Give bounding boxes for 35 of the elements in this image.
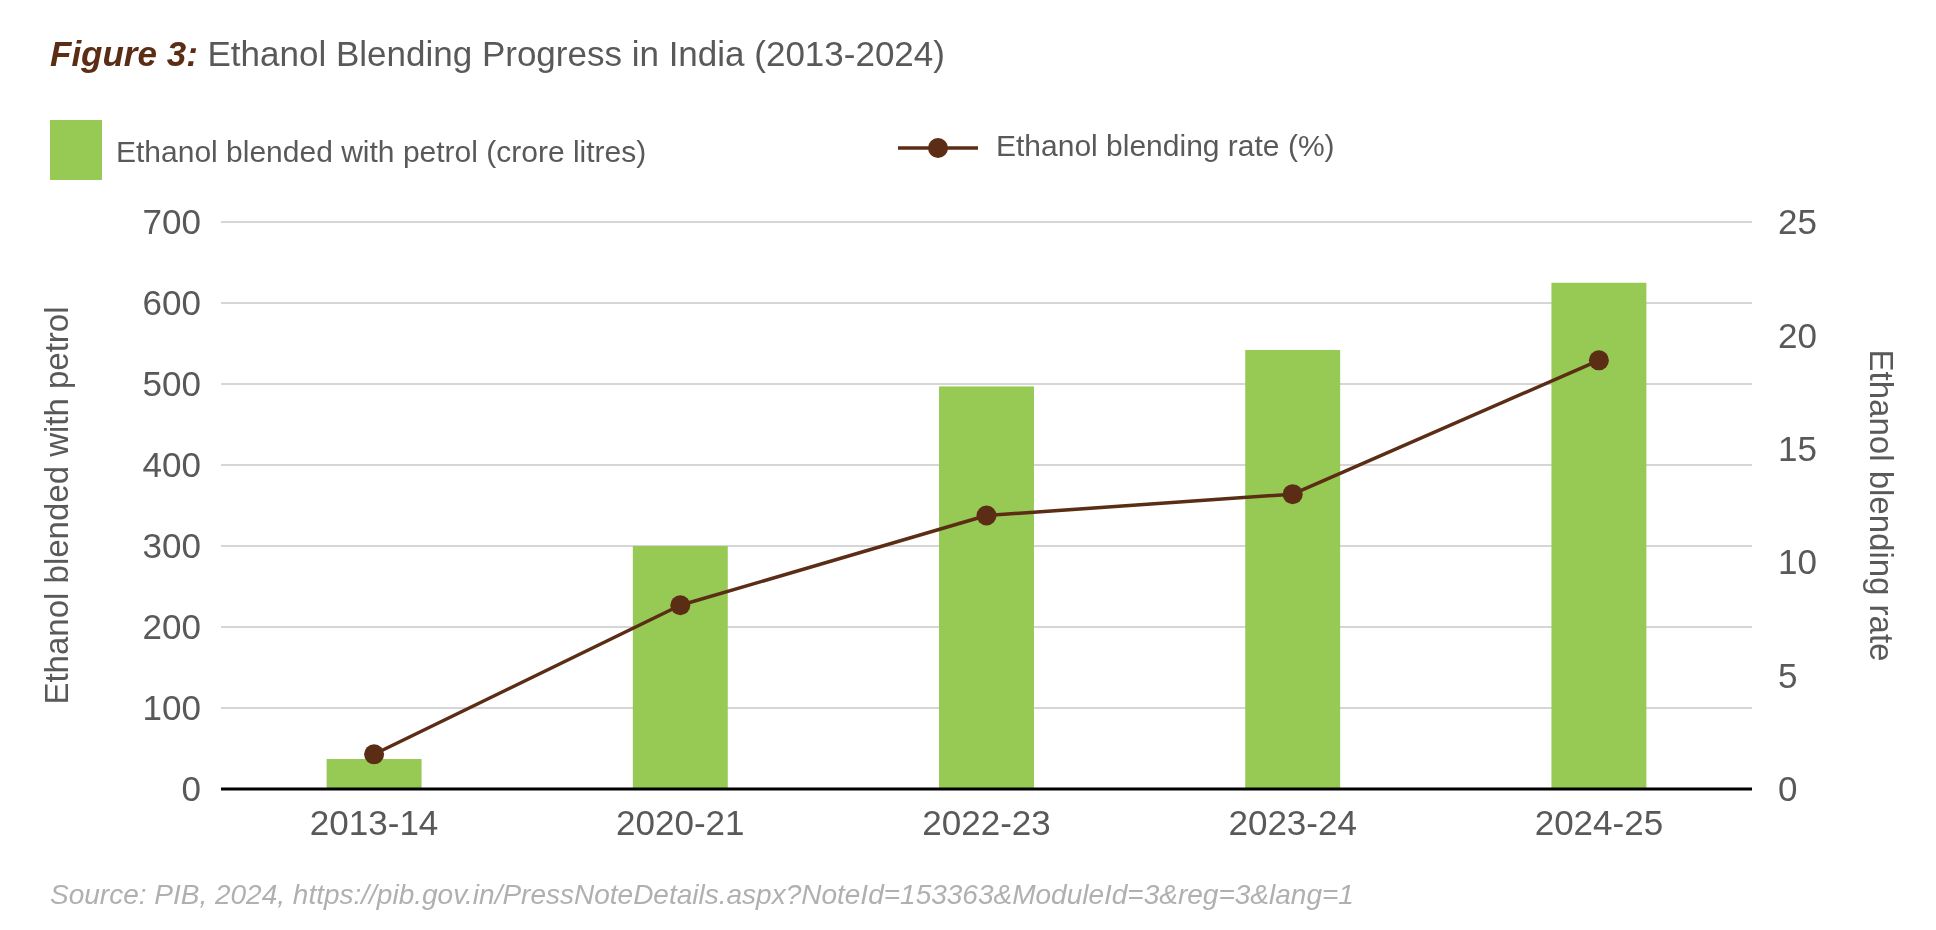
x-tick-label: 2020-21 bbox=[616, 803, 745, 842]
legend-label: Ethanol blending rate (%) bbox=[996, 129, 1335, 162]
y2-tick-label: 10 bbox=[1778, 542, 1817, 582]
point bbox=[1588, 350, 1609, 371]
y2-tick-label: 5 bbox=[1778, 655, 1798, 695]
y2-tick-label: 25 bbox=[1778, 202, 1817, 242]
x-tick-label: 2023-24 bbox=[1228, 803, 1357, 842]
y2-tick-label: 20 bbox=[1778, 315, 1817, 355]
point bbox=[1282, 484, 1303, 505]
point bbox=[976, 505, 997, 526]
y-tick-label: 600 bbox=[142, 283, 201, 323]
x-tick-label: 2013-14 bbox=[309, 803, 439, 842]
bar bbox=[1245, 349, 1341, 789]
legend-label: Ethanol blended with petrol (crore litres) bbox=[116, 135, 647, 168]
x-tick-label: 2024-25 bbox=[1534, 803, 1664, 842]
y-tick-label: 0 bbox=[181, 769, 201, 809]
y-tick-label: 100 bbox=[142, 688, 201, 728]
bar bbox=[939, 386, 1034, 789]
y-tick-label: 300 bbox=[142, 526, 201, 566]
y-axis-title: Ethanol blended with petrol bbox=[38, 306, 75, 705]
y2-tick-label: 0 bbox=[1778, 769, 1798, 809]
bar bbox=[1551, 282, 1647, 789]
source-note: Source: PIB, 2024, https://pib.gov.in/PressNoteDetails.aspx?NoteId=153363&ModuleId=3&reg=3&lang=1 bbox=[50, 879, 1354, 910]
point bbox=[364, 744, 385, 765]
y2-tick-label: 15 bbox=[1778, 429, 1817, 469]
y-tick-label: 200 bbox=[142, 607, 201, 647]
x-tick-label: 2022-23 bbox=[922, 803, 1051, 842]
y-tick-label: 500 bbox=[142, 364, 201, 404]
bar bbox=[326, 759, 422, 789]
y-tick-label: 700 bbox=[142, 202, 201, 242]
point bbox=[670, 595, 691, 616]
y-tick-label: 400 bbox=[142, 445, 201, 485]
bar bbox=[632, 546, 728, 789]
y2-axis-title: Ethanol blending rate bbox=[1863, 349, 1900, 662]
chart-title: Figure 3: Ethanol Blending Progress in India (2013-2024) bbox=[50, 34, 945, 73]
